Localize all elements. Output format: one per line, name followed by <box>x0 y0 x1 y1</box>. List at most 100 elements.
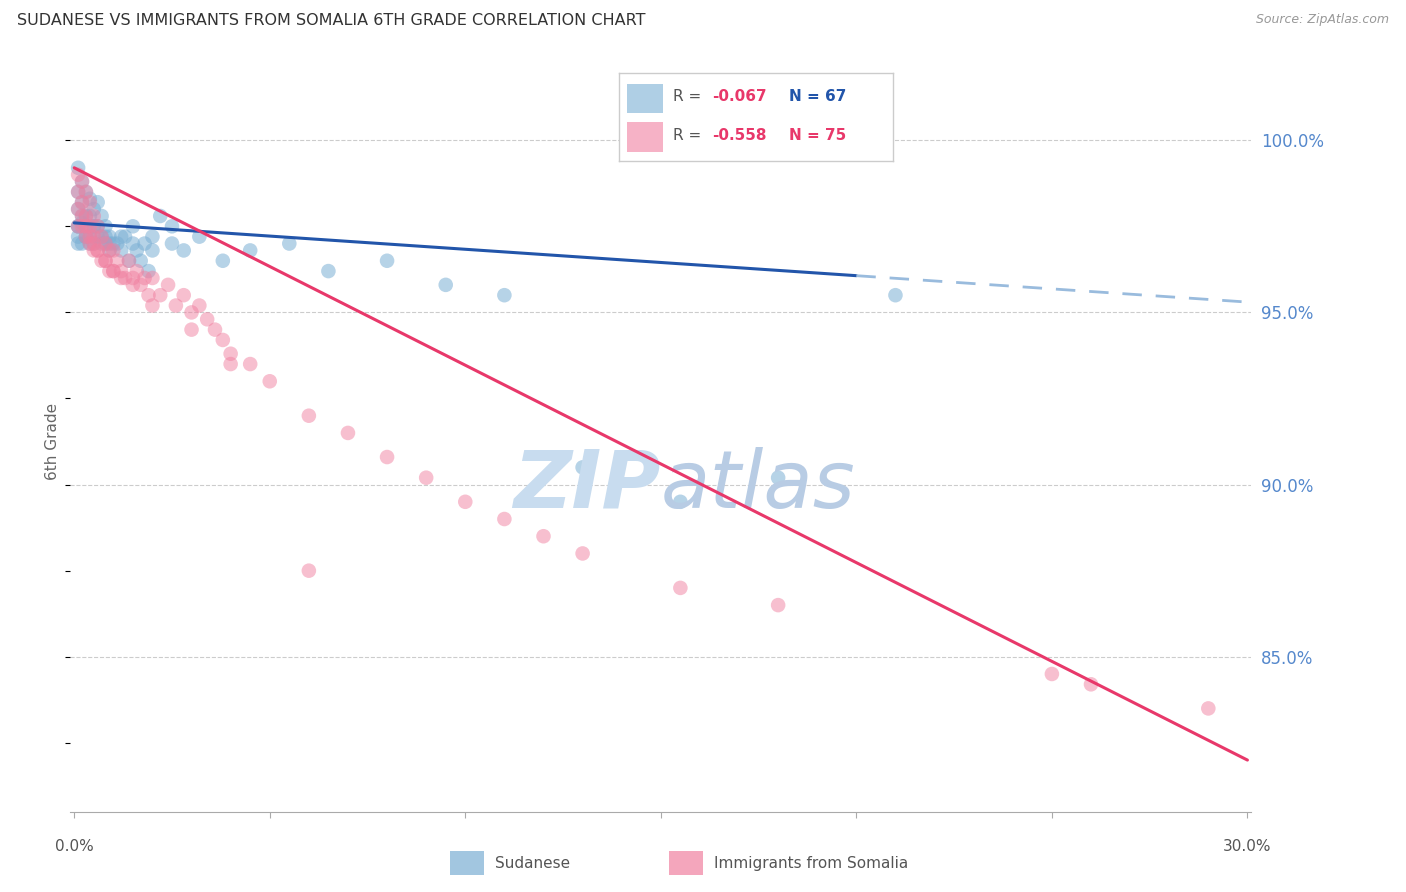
Point <box>98 244 121 258</box>
Point <box>204 323 226 337</box>
Point <box>110 264 132 278</box>
Point <box>298 564 321 578</box>
Text: 30.0%: 30.0% <box>1223 839 1271 855</box>
Point <box>70 195 93 210</box>
Text: 0.0%: 0.0% <box>55 839 94 855</box>
Text: Immigrants from Somalia: Immigrants from Somalia <box>714 855 908 871</box>
Point <box>103 244 125 258</box>
Point <box>86 219 108 234</box>
Point <box>138 264 160 278</box>
Point <box>766 598 789 612</box>
Point <box>86 244 108 258</box>
Point <box>70 195 93 210</box>
Point <box>571 546 593 560</box>
Point <box>278 236 301 251</box>
Point <box>94 229 117 244</box>
Point <box>669 495 692 509</box>
Text: atlas: atlas <box>661 447 856 525</box>
Point <box>141 244 163 258</box>
Point <box>90 229 112 244</box>
Point <box>79 209 101 223</box>
Point <box>90 229 112 244</box>
Bar <box>627 84 662 113</box>
Point <box>90 253 112 268</box>
Bar <box>627 122 662 152</box>
Point <box>494 288 516 302</box>
Point <box>259 374 281 388</box>
Point <box>219 347 242 361</box>
Point <box>79 229 101 244</box>
Text: Source: ZipAtlas.com: Source: ZipAtlas.com <box>1256 13 1389 27</box>
Point <box>239 244 262 258</box>
Point <box>571 460 593 475</box>
Point <box>188 229 211 244</box>
Point <box>75 209 97 223</box>
Point <box>141 299 163 313</box>
Point <box>141 229 163 244</box>
Point <box>669 581 692 595</box>
Point <box>318 264 340 278</box>
Point <box>75 219 97 234</box>
Point <box>67 202 90 216</box>
Point <box>173 244 195 258</box>
Bar <box>450 851 484 875</box>
Point <box>70 175 93 189</box>
Point <box>83 244 105 258</box>
Point <box>415 471 437 485</box>
Point <box>141 271 163 285</box>
Point <box>75 185 97 199</box>
Point <box>75 219 97 234</box>
Point <box>90 209 112 223</box>
Point <box>110 229 132 244</box>
Bar <box>669 851 703 875</box>
Y-axis label: 6th Grade: 6th Grade <box>45 403 60 480</box>
Point <box>180 323 202 337</box>
Point <box>533 529 555 543</box>
Text: R =: R = <box>673 89 707 104</box>
Point <box>110 271 132 285</box>
Point <box>160 236 183 251</box>
Point <box>70 209 93 223</box>
Point <box>67 219 90 234</box>
Point <box>105 236 128 251</box>
Point <box>98 244 121 258</box>
Text: -0.558: -0.558 <box>711 128 766 143</box>
Point <box>83 209 105 223</box>
Point <box>1080 677 1102 691</box>
Point <box>75 229 97 244</box>
Point <box>219 357 242 371</box>
Point <box>86 244 108 258</box>
Point <box>70 209 93 223</box>
Point <box>83 236 105 251</box>
Text: ZIP: ZIP <box>513 447 661 525</box>
Point <box>134 271 156 285</box>
Point <box>173 288 195 302</box>
Point <box>75 185 97 199</box>
Point <box>79 229 101 244</box>
Point <box>129 277 152 292</box>
Point <box>434 277 457 292</box>
Point <box>79 236 101 251</box>
Point <box>188 299 211 313</box>
Point <box>83 219 105 234</box>
Point <box>94 219 117 234</box>
Point <box>103 236 125 251</box>
Point <box>75 229 97 244</box>
Point <box>1197 701 1219 715</box>
Point <box>98 236 121 251</box>
Point <box>336 425 359 440</box>
Point <box>94 253 117 268</box>
Point <box>103 264 125 278</box>
Point <box>375 450 398 464</box>
Point <box>375 253 398 268</box>
Point <box>67 229 90 244</box>
Point <box>766 471 789 485</box>
Point <box>134 236 156 251</box>
Point <box>67 236 90 251</box>
Point <box>67 161 90 175</box>
Point <box>86 195 108 210</box>
Point <box>103 264 125 278</box>
Point <box>298 409 321 423</box>
Point <box>105 253 128 268</box>
Point <box>98 264 121 278</box>
